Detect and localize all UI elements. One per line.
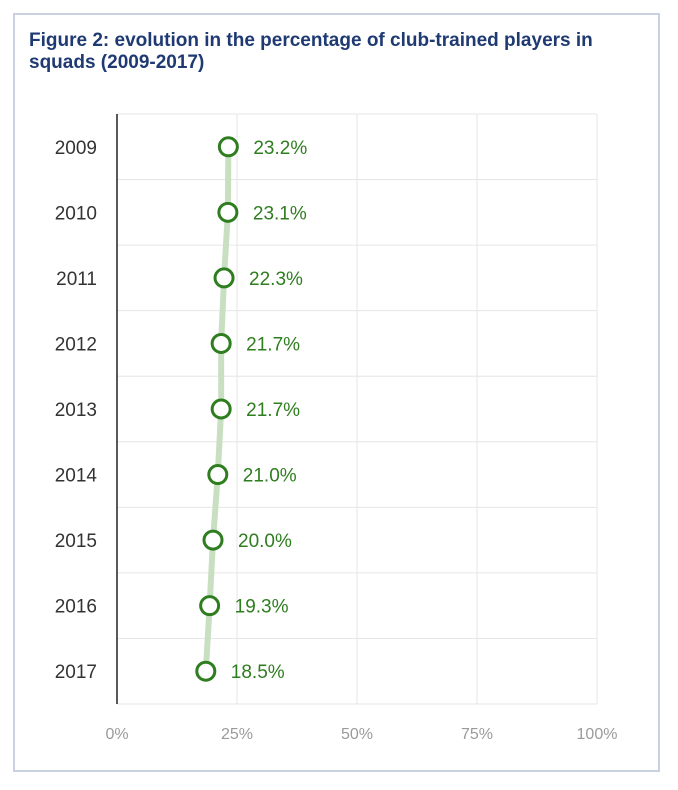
data-point-marker — [210, 332, 232, 354]
data-point-marker — [207, 464, 229, 486]
label-layer: 23.2% 23.1% 22.3% 21.7% 21.7% 21.0% 20.0% 19.3%… — [231, 138, 308, 683]
grid-layer — [117, 113, 598, 705]
y-tick-label: 2016 — [55, 597, 97, 618]
y-tick-label: 2014 — [55, 466, 98, 487]
data-label: 21.0% — [243, 466, 297, 487]
data-label: 23.2% — [253, 138, 307, 159]
data-label: 19.3% — [235, 597, 289, 618]
axis-layer: 0% 25% 50% 75% 100% 2009 2010 2011 2012 2013 2014 2… — [55, 114, 618, 743]
marker-layer — [195, 136, 239, 682]
data-point-marker — [213, 267, 235, 289]
data-label: 23.1% — [253, 203, 307, 224]
data-label: 18.5% — [231, 662, 285, 683]
data-label: 22.3% — [249, 269, 303, 290]
y-tick-label: 2013 — [55, 400, 97, 421]
data-point-marker — [195, 660, 217, 682]
x-tick-label: 50% — [341, 726, 373, 743]
y-tick-label: 2015 — [55, 531, 97, 552]
y-tick-label: 2011 — [56, 269, 97, 290]
y-tick-label: 2009 — [55, 138, 97, 159]
x-tick-label: 0% — [105, 726, 128, 743]
y-tick-label: 2010 — [55, 203, 97, 224]
y-tick-label: 2012 — [55, 334, 97, 355]
data-point-marker — [217, 136, 239, 158]
data-point-marker — [217, 201, 239, 223]
data-label: 20.0% — [238, 531, 292, 552]
chart-title: Figure 2: evolution in the percentage of… — [29, 30, 593, 73]
x-tick-label: 25% — [221, 726, 253, 743]
data-label: 21.7% — [246, 400, 300, 421]
data-point-marker — [199, 595, 221, 617]
data-point-marker — [210, 398, 232, 420]
x-tick-label: 75% — [461, 726, 493, 743]
y-tick-label: 2017 — [55, 662, 97, 683]
data-label: 21.7% — [246, 334, 300, 355]
chart-frame — [13, 13, 660, 772]
data-point-marker — [202, 529, 224, 551]
x-tick-label: 100% — [577, 726, 618, 743]
